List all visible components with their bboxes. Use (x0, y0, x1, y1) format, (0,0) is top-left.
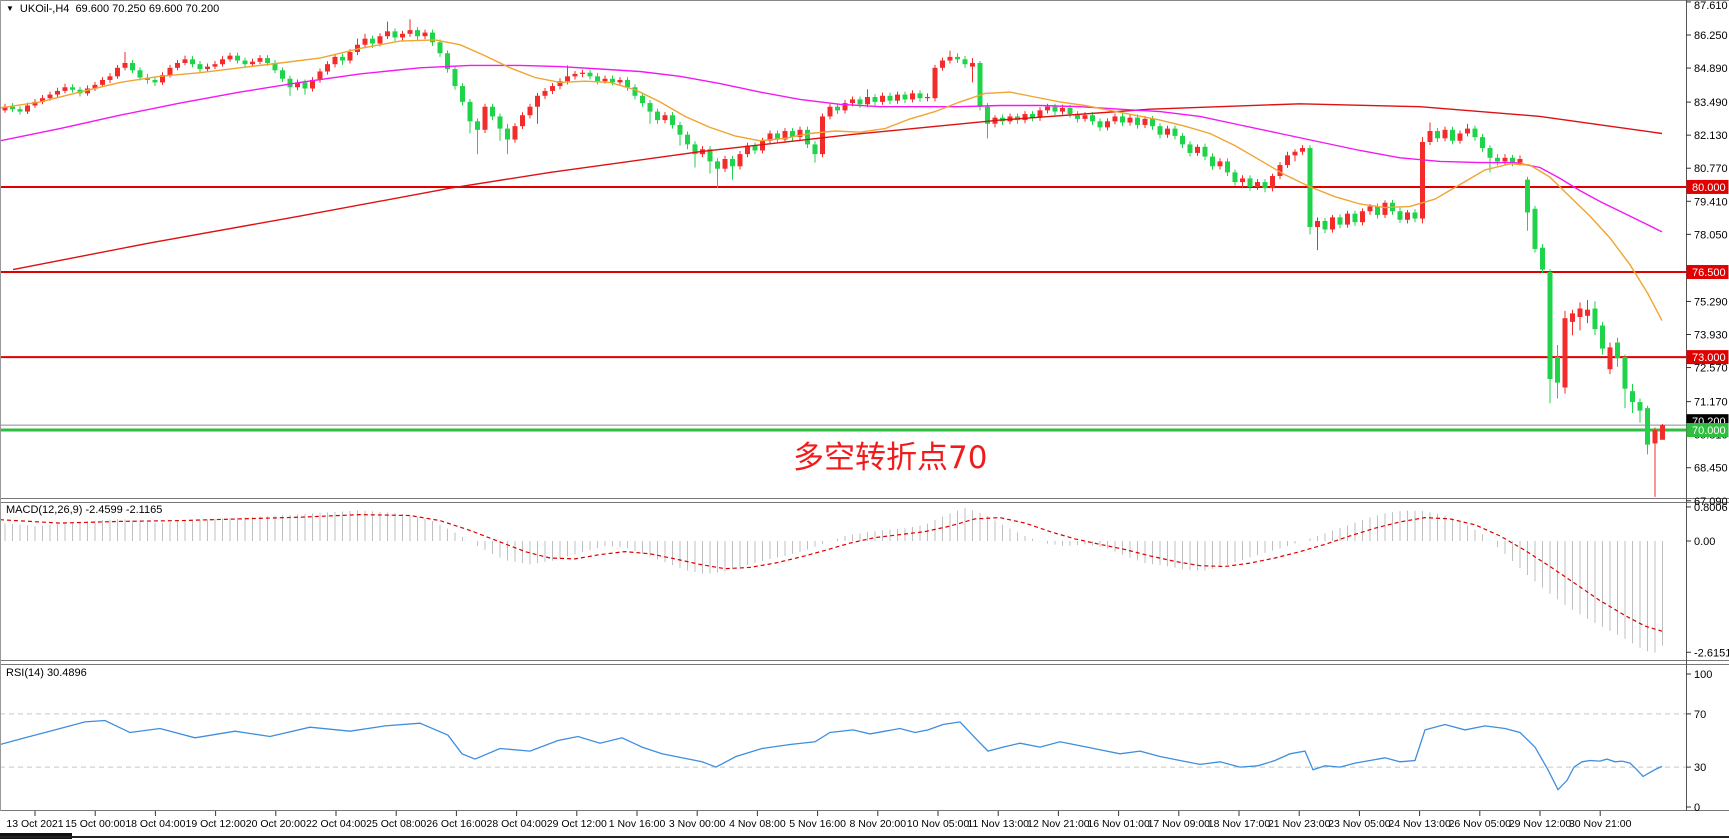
time-axis-labels: 13 Oct 2021 15 Oct 00:00 18 Oct 04:00 19 Oc… (6, 811, 1632, 830)
svg-text:17 Nov 09:00: 17 Nov 09:00 (1148, 818, 1211, 830)
svg-text:1 Nov 16:00: 1 Nov 16:00 (609, 818, 666, 830)
svg-text:73.930: 73.930 (1694, 330, 1728, 342)
svg-text:24 Nov 13:00: 24 Nov 13:00 (1388, 818, 1451, 830)
svg-text:0.8006: 0.8006 (1694, 502, 1728, 514)
svg-text:78.050: 78.050 (1694, 229, 1728, 241)
panel-frame (0, 0, 1729, 811)
svg-text:18 Nov 17:00: 18 Nov 17:00 (1208, 818, 1271, 830)
svg-text:68.450: 68.450 (1694, 463, 1728, 475)
price-axis[interactable] (1686, 0, 1729, 812)
svg-text:70: 70 (1694, 709, 1706, 721)
symbol-dropdown-icon[interactable]: ▼ (6, 4, 14, 13)
ma-fast-line (0, 39, 1663, 321)
svg-text:-2.6151: -2.6151 (1694, 647, 1729, 659)
svg-text:28 Oct 04:00: 28 Oct 04:00 (487, 818, 547, 830)
annotation-text: 多空转折点70 (793, 440, 988, 476)
level-badge-80.000: 80.000 (1686, 179, 1729, 194)
svg-text:21 Nov 23:00: 21 Nov 23:00 (1268, 818, 1331, 830)
svg-text:75.290: 75.290 (1694, 296, 1728, 308)
svg-text:23 Nov 05:00: 23 Nov 05:00 (1328, 818, 1391, 830)
svg-text:0.00: 0.00 (1694, 536, 1715, 548)
svg-text:87.610: 87.610 (1694, 0, 1728, 12)
svg-text:29 Nov 12:00: 29 Nov 12:00 (1509, 818, 1572, 830)
rsi-line (0, 719, 1663, 791)
svg-text:72.570: 72.570 (1694, 363, 1728, 375)
svg-text:76.500: 76.500 (1692, 267, 1726, 279)
svg-text:12 Nov 21:00: 12 Nov 21:00 (1027, 818, 1090, 830)
rsi-panel[interactable] (0, 713, 1686, 791)
svg-text:22 Oct 04:00: 22 Oct 04:00 (306, 818, 366, 830)
symbol-title: UKOil-,H4 (19, 3, 70, 15)
svg-text:13 Oct 2021: 13 Oct 2021 (6, 818, 63, 830)
svg-text:11 Nov 13:00: 11 Nov 13:00 (967, 818, 1029, 830)
svg-text:82.130: 82.130 (1694, 130, 1728, 142)
ma-slow-line (12, 103, 1663, 271)
svg-text:10 Nov 05:00: 10 Nov 05:00 (907, 818, 970, 830)
svg-text:16 Nov 01:00: 16 Nov 01:00 (1087, 818, 1150, 830)
svg-text:4 Nov 08:00: 4 Nov 08:00 (729, 818, 786, 830)
svg-text:70.000: 70.000 (1692, 425, 1726, 437)
svg-text:80.000: 80.000 (1692, 182, 1726, 194)
price-axis-labels: 87.610 86.250 84.890 83.490 82.130 80.770 79.4… (1686, 0, 1729, 814)
level-badge-70.000: 70.000 (1686, 423, 1729, 438)
svg-text:18 Oct 04:00: 18 Oct 04:00 (125, 818, 185, 830)
svg-text:3 Nov 00:00: 3 Nov 00:00 (669, 818, 726, 830)
svg-text:5 Nov 16:00: 5 Nov 16:00 (789, 818, 846, 830)
svg-text:20 Oct 20:00: 20 Oct 20:00 (246, 818, 306, 830)
level-badge-76.500: 76.500 (1686, 265, 1729, 280)
svg-text:26 Oct 16:00: 26 Oct 16:00 (426, 818, 486, 830)
svg-text:73.000: 73.000 (1692, 352, 1726, 364)
window-bottom-border (0, 836, 1729, 838)
svg-text:80.770: 80.770 (1694, 163, 1728, 175)
macd-indicator-label: MACD(12,26,9) -2.4599 -2.1165 (6, 504, 163, 516)
svg-text:25 Oct 08:00: 25 Oct 08:00 (366, 818, 426, 830)
level-badge-73.000: 73.000 (1686, 350, 1729, 365)
symbol-ohlc: 69.600 70.250 69.600 70.200 (75, 3, 220, 15)
svg-text:83.490: 83.490 (1694, 97, 1728, 109)
svg-text:100: 100 (1694, 669, 1712, 681)
main-panel[interactable] (0, 19, 1686, 497)
ma-mid-line (0, 64, 1663, 233)
svg-text:8 Nov 20:00: 8 Nov 20:00 (849, 818, 906, 830)
symbol-info: ▼ UKOil-,H4 69.600 70.250 69.600 70.200 (6, 3, 219, 15)
svg-text:29 Oct 12:00: 29 Oct 12:00 (547, 818, 607, 830)
svg-text:26 Nov 05:00: 26 Nov 05:00 (1449, 818, 1512, 830)
svg-text:30: 30 (1694, 762, 1706, 774)
svg-text:0: 0 (1694, 802, 1700, 814)
svg-text:84.890: 84.890 (1694, 63, 1728, 75)
svg-text:15 Oct 00:00: 15 Oct 00:00 (65, 818, 125, 830)
macd-signal-line (0, 513, 1663, 632)
svg-text:19 Oct 12:00: 19 Oct 12:00 (186, 818, 246, 830)
rsi-indicator-label: RSI(14) 30.4896 (6, 667, 87, 679)
svg-text:67.090: 67.090 (1694, 496, 1728, 508)
svg-text:86.250: 86.250 (1694, 30, 1728, 42)
svg-text:79.410: 79.410 (1694, 196, 1728, 208)
time-axis[interactable] (0, 812, 1686, 839)
svg-text:71.170: 71.170 (1694, 397, 1728, 409)
macd-panel[interactable] (0, 507, 1663, 653)
candles (2, 19, 1665, 497)
svg-text:30 Nov 21:00: 30 Nov 21:00 (1569, 818, 1632, 830)
